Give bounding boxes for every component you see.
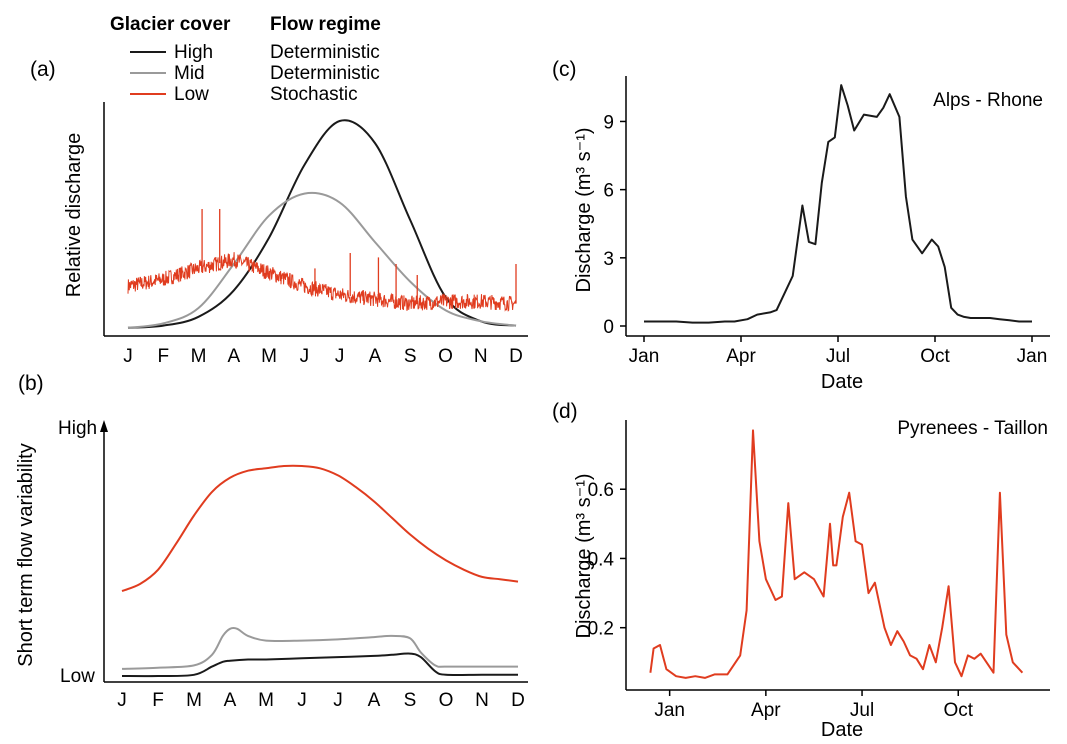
chart-b-xtick: A xyxy=(224,690,237,711)
chart-c-xtick-label: Jan xyxy=(629,346,660,367)
chart-d-ticks: Jan Apr Jul Oct 0.2 0.4 0.6 xyxy=(588,480,974,721)
chart-c-xtick-label: Jan xyxy=(1017,346,1048,367)
chart-b-xtick: M xyxy=(186,690,202,711)
chart-d-xtick-label: Oct xyxy=(943,700,973,721)
chart-c-series-line xyxy=(644,84,1032,324)
chart-c-title: Alps - Rhone xyxy=(933,90,1043,111)
series-line-high xyxy=(121,652,518,678)
chart-b-series xyxy=(121,464,519,678)
series-line-low xyxy=(127,252,517,312)
chart-d-ytick-label: 0.4 xyxy=(588,549,615,570)
chart-c-xlabel: Date xyxy=(821,371,863,393)
chart-c-xtick-label: Oct xyxy=(920,346,950,367)
panel-letter-a: (a) xyxy=(30,58,56,81)
chart-b-xtick: A xyxy=(368,690,381,711)
chart-a-xtick: A xyxy=(227,346,240,367)
panel-letter-d: (d) xyxy=(552,400,578,423)
chart-a-xtick: A xyxy=(369,346,382,367)
chart-c-series xyxy=(644,84,1032,324)
series-line-low xyxy=(121,464,519,592)
chart-d-xtick-label: Apr xyxy=(751,700,781,721)
chart-a-xtick: S xyxy=(404,346,417,367)
chart-a-xtick: J xyxy=(300,346,310,367)
legend-label-mid: Mid xyxy=(174,63,205,84)
series-line-high xyxy=(127,119,517,329)
chart-d-series xyxy=(649,429,1024,679)
chart-b: High Low Short term flow variability J F M… xyxy=(15,418,528,711)
chart-b-xtick: J xyxy=(297,690,307,711)
chart-b-xtick: M xyxy=(258,690,274,711)
chart-a-xtick: N xyxy=(474,346,488,367)
chart-c-ytick-label: 9 xyxy=(603,112,614,133)
chart-b-xtick: N xyxy=(475,690,489,711)
chart-c-ytick-label: 3 xyxy=(603,249,614,270)
chart-a-xtick: O xyxy=(438,346,453,367)
legend-col1-title: Glacier cover xyxy=(110,14,231,35)
chart-c: Alps - Rhone Date Discharge (m³ s⁻¹) Jan… xyxy=(573,76,1050,393)
chart-b-xtick: J xyxy=(117,690,127,711)
chart-d-xtick-label: Jul xyxy=(850,700,874,721)
chart-b-xtick: D xyxy=(511,690,525,711)
chart-c-ylabel: Discharge (m³ s⁻¹) xyxy=(573,127,595,292)
chart-b-ylabel: Short term flow variability xyxy=(15,443,37,666)
chart-b-xtick: F xyxy=(152,690,164,711)
chart-b-ytick-low: Low xyxy=(60,666,95,687)
chart-a-xtick: F xyxy=(157,346,169,367)
legend-regime-low: Stochastic xyxy=(270,84,358,105)
chart-b-xtick: O xyxy=(439,690,454,711)
chart-d-series-line xyxy=(649,429,1024,679)
chart-d-title: Pyrenees - Taillon xyxy=(897,418,1048,439)
legend: Glacier cover Flow regime High Determini… xyxy=(110,14,381,105)
chart-b-xtick: J xyxy=(333,690,343,711)
chart-c-xtick-label: Apr xyxy=(726,346,756,367)
chart-a-xtick: J xyxy=(123,346,133,367)
chart-d-xtick-label: Jan xyxy=(654,700,685,721)
panel-letter-b: (b) xyxy=(18,372,44,395)
legend-regime-high: Deterministic xyxy=(270,42,380,63)
chart-d-ylabel: Discharge (m³ s⁻¹) xyxy=(573,473,595,638)
panel-letter-c: (c) xyxy=(552,58,577,81)
chart-a-xtick: D xyxy=(509,346,523,367)
chart-d: Pyrenees - Taillon Date Discharge (m³ s⁻… xyxy=(573,418,1050,741)
chart-a-ylabel: Relative discharge xyxy=(63,133,85,298)
legend-label-high: High xyxy=(174,42,213,63)
chart-d-xlabel: Date xyxy=(821,719,863,741)
chart-b-y-arrow xyxy=(100,420,108,432)
chart-c-ytick-label: 6 xyxy=(603,181,614,202)
chart-a-xtick: M xyxy=(191,346,207,367)
legend-col2-title: Flow regime xyxy=(270,14,381,35)
legend-regime-mid: Deterministic xyxy=(270,63,380,84)
chart-d-ytick-label: 0.2 xyxy=(588,619,614,640)
series-line-mid xyxy=(121,626,518,670)
chart-c-ytick-label: 0 xyxy=(603,317,614,338)
chart-a-xtick: J xyxy=(335,346,345,367)
chart-a-xtick: M xyxy=(261,346,277,367)
chart-d-ytick-label: 0.6 xyxy=(588,480,614,501)
chart-c-xtick-label: Jul xyxy=(826,346,850,367)
series-line-mid xyxy=(127,191,517,329)
chart-c-ticks: Jan Apr Jul Oct Jan 0 3 6 9 xyxy=(603,112,1047,367)
legend-label-low: Low xyxy=(174,84,209,105)
chart-b-xtick: S xyxy=(404,690,417,711)
chart-b-ytick-high: High xyxy=(58,418,97,439)
chart-a-series xyxy=(127,119,517,329)
